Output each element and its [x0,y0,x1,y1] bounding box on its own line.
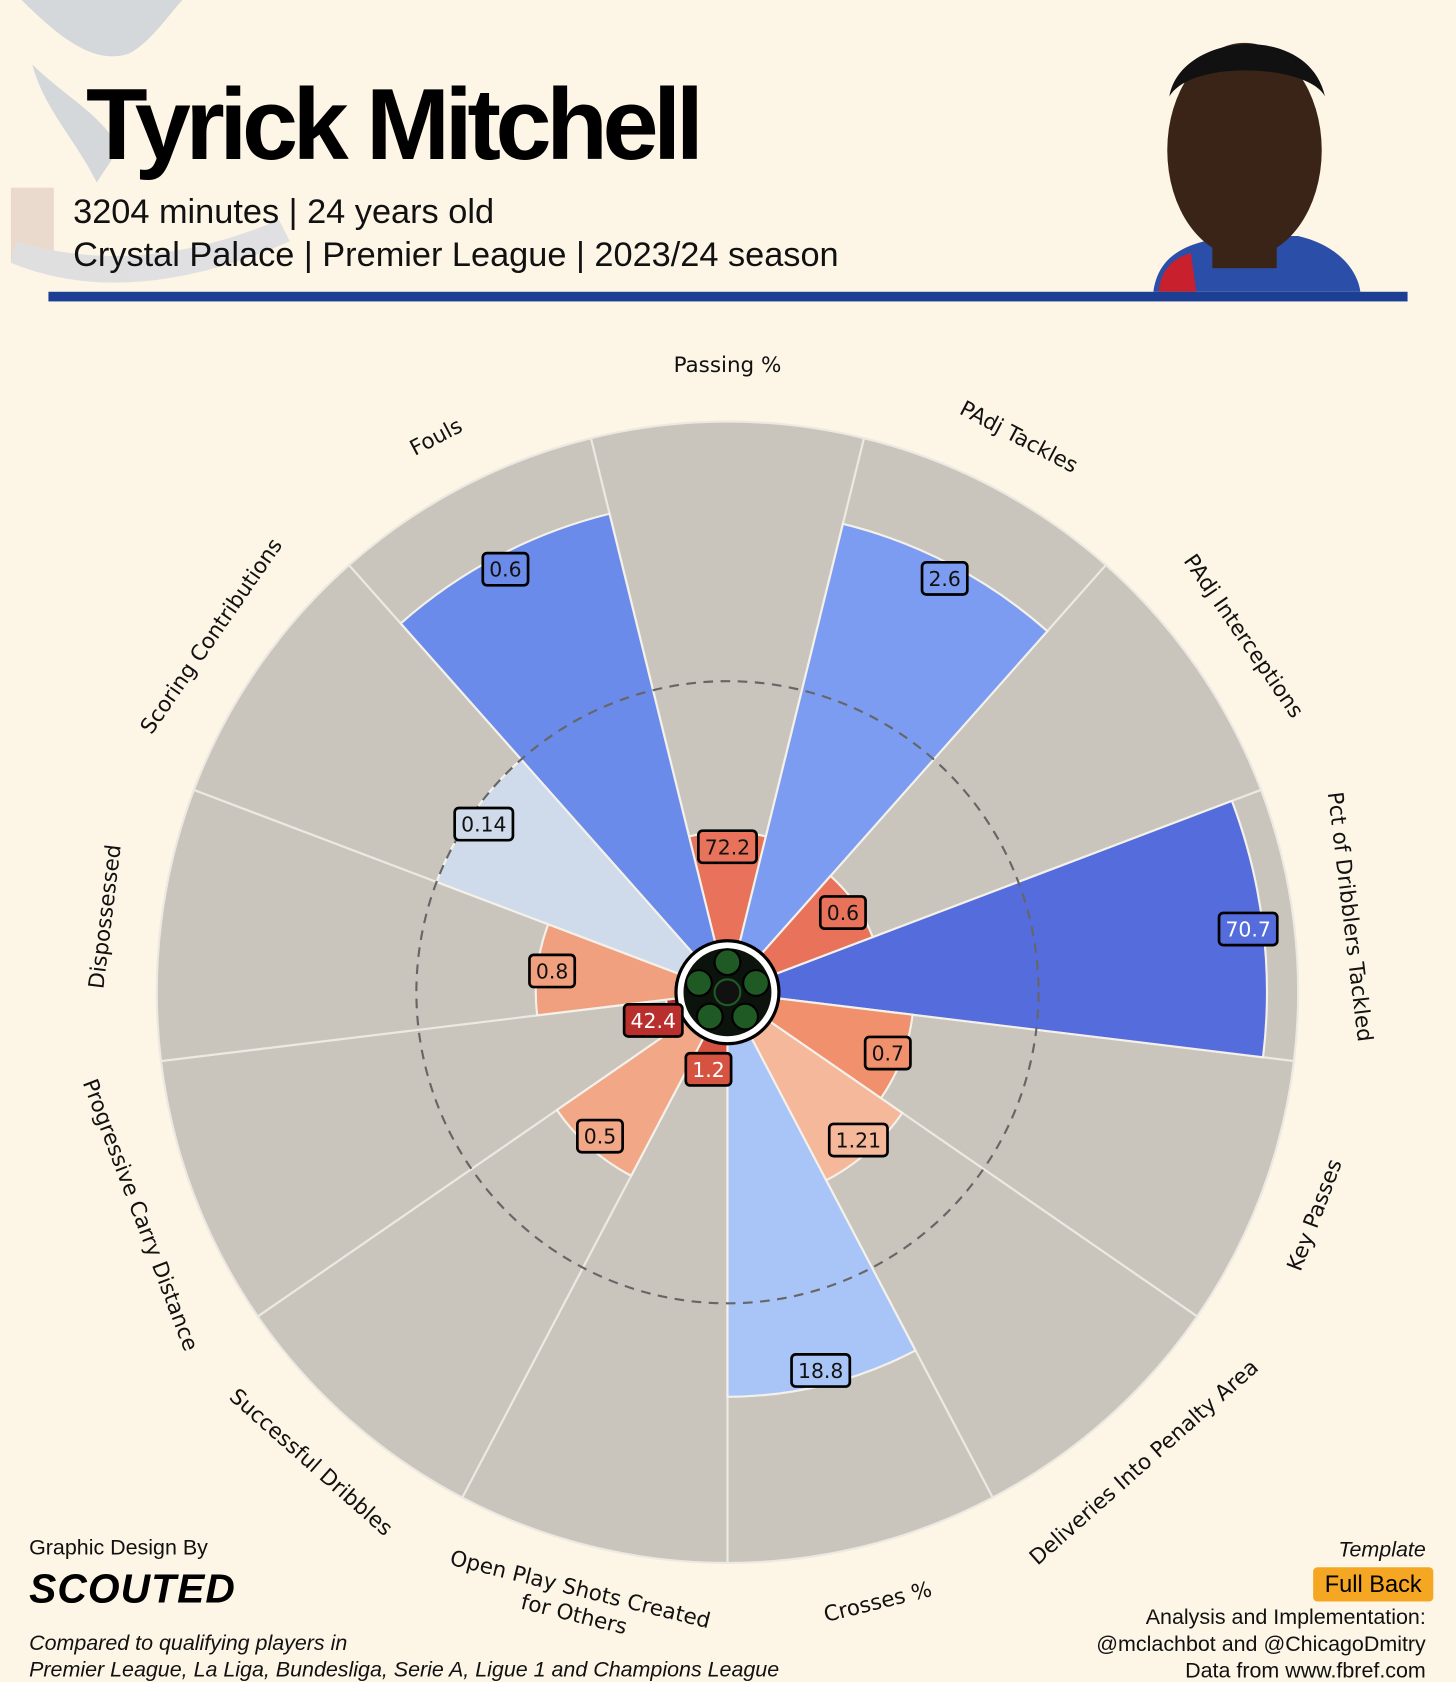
category-label: Passing % [674,353,782,378]
ball-patch [742,969,770,997]
value-label-box [827,1122,889,1158]
brand: SCOUTED [29,1566,236,1612]
template-label: Template [1338,1537,1425,1561]
ball-patch [684,969,713,997]
analysis: @mclachbot and @ChicagoDmitry [1096,1632,1426,1656]
footnote: Premier League, La Liga, Bundesliga, Ser… [29,1658,779,1682]
value-label-box [576,1118,624,1154]
header-rule [48,291,1408,302]
value-label-box [453,806,515,842]
value-label-box [696,829,758,865]
player-photo [1153,42,1361,292]
title: Tyrick Mitchell [86,69,699,181]
value-label: 0.6 [489,558,521,582]
value-label: 0.14 [461,813,506,837]
value-label: 2.6 [928,567,960,591]
value-label-box [622,1002,684,1038]
value-label-box [528,953,577,989]
value-label-box [790,1353,852,1388]
value-label: 72.2 [705,835,750,859]
value-label: 70.7 [1225,918,1270,942]
ball-patch [695,1002,724,1031]
value-label-box [481,551,530,587]
ball-patch [731,1002,760,1031]
credit: Graphic Design By [29,1535,208,1559]
ball-patch [713,948,742,977]
template-badge [1313,1567,1434,1602]
value-label: 0.5 [584,1125,616,1149]
crest [10,0,290,283]
reference-ring [415,680,1040,1305]
subtitle: Crystal Palace | Premier League | 2023/2… [73,236,839,274]
value-label-box [863,1035,912,1071]
value-label: 1.21 [836,1129,881,1153]
value-label: 18.8 [798,1359,843,1383]
value-label-box [684,1051,733,1087]
value-label: 0.7 [872,1042,904,1066]
value-label: 1.2 [692,1058,724,1082]
value-label: 0.6 [827,901,859,925]
template: Full Back [1325,1571,1422,1597]
value-label-box [818,895,867,930]
value-label: 0.8 [536,959,568,983]
value-label: 42.4 [631,1009,676,1033]
value-label-box [1217,911,1279,947]
footnote: Compared to qualifying players in [29,1631,347,1655]
analysis: Data from www.fbref.com [1185,1659,1426,1682]
ball-patch [713,978,742,1007]
subtitle: 3204 minutes | 24 years old [73,193,494,231]
value-label-box [920,560,969,596]
analysis: Analysis and Implementation: [1146,1605,1426,1629]
